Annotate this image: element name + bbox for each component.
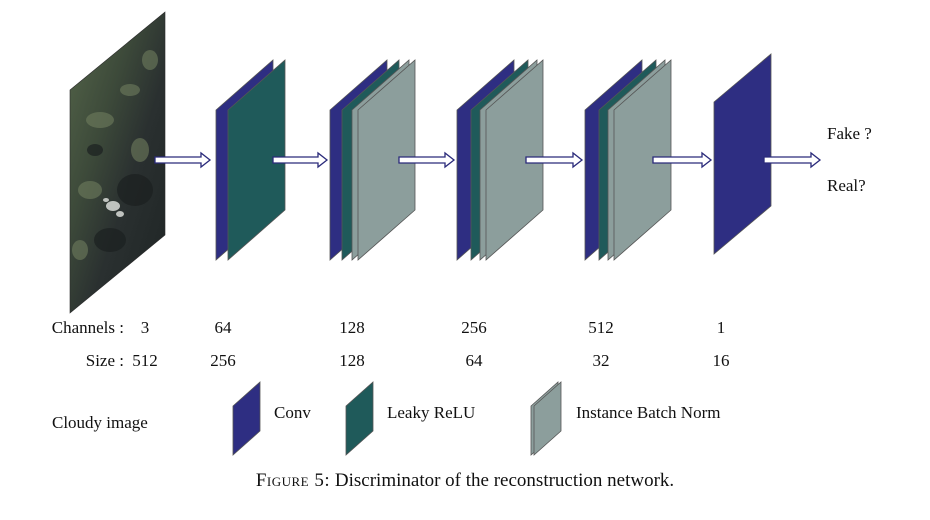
arrow-stage-2-to-3 [398,151,456,169]
stage-3-channels-value: 128 [339,318,365,337]
figure-caption-text: Discriminator of the reconstruction netw… [330,470,674,491]
conv-layer [713,53,772,255]
output-real-label: Real? [827,176,866,195]
figure-caption-prefix: Figure 5: [256,470,330,491]
stage-2-size-value: 256 [210,351,236,370]
size-row-label: Size : [86,351,124,370]
stage-6-size-value: 16 [713,351,730,370]
stage-2-block [329,59,416,261]
stage-1-size-value: 512 [132,351,158,370]
stage-1-channels-value: 3 [141,318,150,337]
stage-1-block [215,59,286,261]
legend-swatch-conv [232,381,261,456]
arrow-stage-5-to-output [763,151,822,169]
leaky-relu-layer [227,59,286,261]
instance-norm-layer [357,59,416,261]
arrow-stage-4-to-5 [652,151,713,169]
legend-item-instance-batch-norm: Instance Batch Norm [530,381,720,456]
stage-5-output-block [713,53,772,255]
output-fake-label: Fake ? [827,124,872,143]
stage-4-block [584,59,672,261]
instance-norm-layer [485,59,544,261]
figure-caption: Figure 5: Discriminator of the reconstru… [256,470,674,491]
legend-label-instance-batch-norm: Instance Batch Norm [576,403,720,422]
arrow-stage-1-to-2 [272,151,329,169]
instance-norm-layer [613,59,672,261]
legend-cloudy-image-label: Cloudy image [52,413,148,432]
arrow-stage-3-to-4 [525,151,584,169]
legend-item-leaky-relu: Leaky ReLU [345,381,475,456]
stage-4-channels-value: 256 [461,318,487,337]
legend-label-conv: Conv [274,403,311,422]
stage-5-channels-value: 512 [588,318,614,337]
stage-5-size-value: 32 [593,351,610,370]
stage-3-size-value: 128 [339,351,365,370]
stage-3-block [456,59,544,261]
stage-6-channels-value: 1 [717,318,726,337]
cloudy-image-input [69,11,166,314]
legend-swatch-instance-batch-norm [533,381,562,456]
arrow-input-to-stage-1 [154,151,212,169]
legend-item-conv: Conv [232,381,311,456]
stage-2-channels-value: 64 [215,318,233,337]
legend-swatch-leaky-relu [345,381,374,456]
channels-row-label: Channels : [52,318,124,337]
legend-label-leaky-relu: Leaky ReLU [387,403,475,422]
stage-4-size-value: 64 [466,351,484,370]
